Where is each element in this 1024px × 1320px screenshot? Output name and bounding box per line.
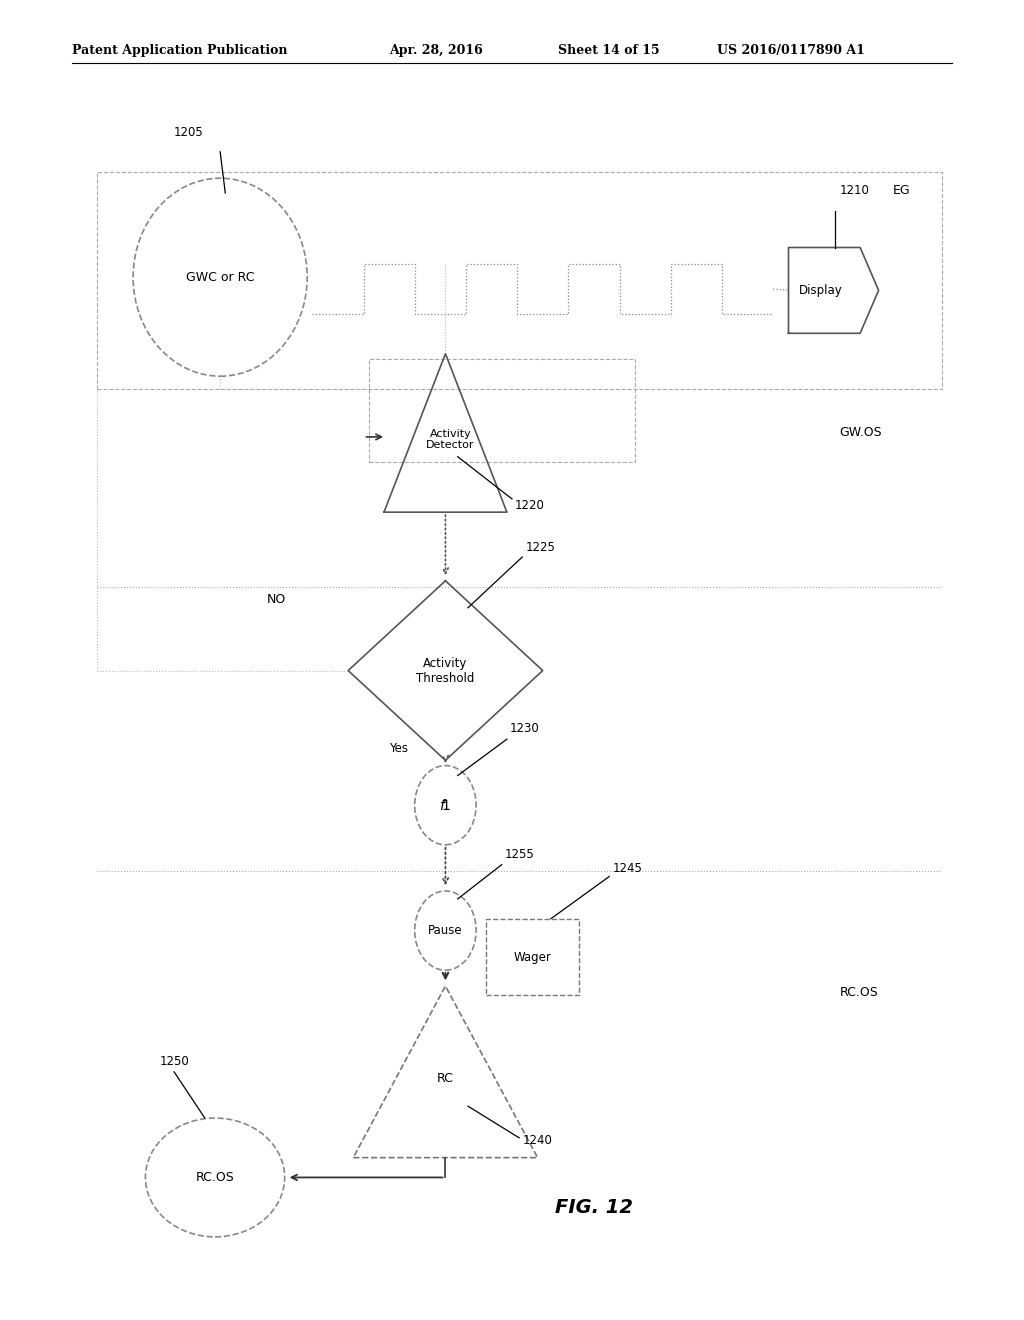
Text: FIG. 12: FIG. 12: [555, 1199, 633, 1217]
Text: Yes: Yes: [389, 742, 409, 755]
Bar: [97, 172, 942, 389]
Text: Sheet 14 of 15: Sheet 14 of 15: [558, 44, 659, 57]
Text: 1205: 1205: [174, 125, 204, 139]
Text: Patent Application Publication: Patent Application Publication: [72, 44, 287, 57]
Text: EG: EG: [893, 185, 910, 197]
Text: $f\!1$: $f\!1$: [439, 797, 452, 813]
Text: US 2016/0117890 A1: US 2016/0117890 A1: [717, 44, 864, 57]
Text: 1230: 1230: [510, 722, 540, 735]
Text: Activity
Detector: Activity Detector: [426, 429, 475, 450]
Text: Wager: Wager: [514, 950, 551, 964]
Text: NO: NO: [267, 593, 286, 606]
Text: GWC or RC: GWC or RC: [186, 271, 254, 284]
Text: RC: RC: [437, 1072, 454, 1085]
Text: RC.OS: RC.OS: [840, 986, 879, 999]
Text: 1240: 1240: [522, 1134, 552, 1147]
Text: 1220: 1220: [515, 499, 545, 512]
Text: Activity
Threshold: Activity Threshold: [416, 656, 475, 685]
Bar: [486, 919, 579, 995]
Text: Display: Display: [800, 284, 843, 297]
Text: Apr. 28, 2016: Apr. 28, 2016: [389, 44, 483, 57]
Text: 1210: 1210: [840, 185, 869, 197]
Text: RC.OS: RC.OS: [196, 1171, 234, 1184]
Bar: [369, 359, 635, 462]
Text: 1225: 1225: [525, 541, 555, 554]
Text: Pause: Pause: [428, 924, 463, 937]
Text: 1250: 1250: [159, 1055, 189, 1068]
Text: 1245: 1245: [612, 862, 642, 875]
Text: GW.OS: GW.OS: [840, 426, 883, 440]
Text: 1255: 1255: [505, 847, 535, 861]
